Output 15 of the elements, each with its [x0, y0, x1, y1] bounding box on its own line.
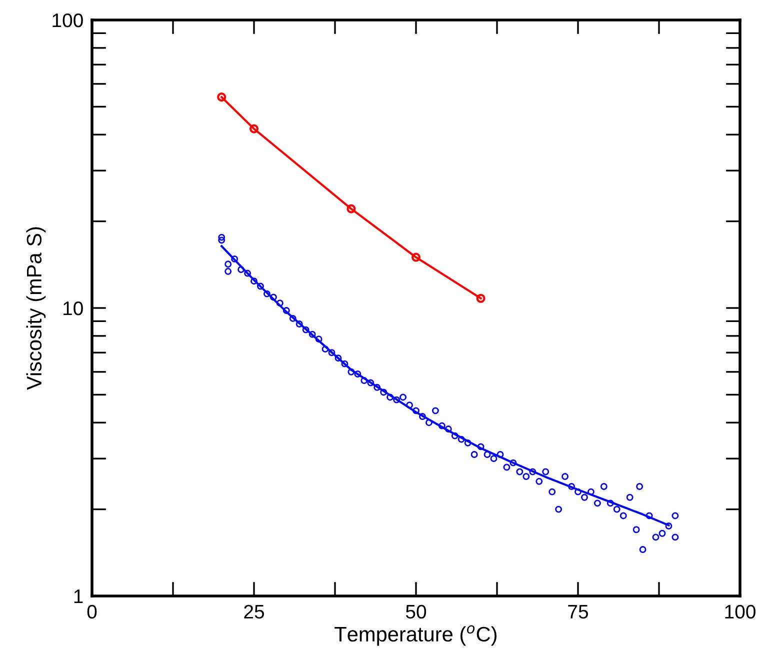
- x-tick-label: 25: [244, 604, 264, 619]
- x-axis-title: Temperature ($^{o}$C): [334, 625, 496, 646]
- y-tick-label: 10: [64, 301, 83, 316]
- x-tick-label: 100: [725, 604, 756, 619]
- y-tick-label: 100: [52, 13, 83, 28]
- point: [476, 294, 486, 303]
- x-tick-label: 75: [568, 605, 588, 619]
- point: [249, 124, 259, 134]
- y-axis-title: Viscosity (mPa S): [26, 227, 46, 390]
- point: [346, 204, 356, 214]
- point: [217, 92, 226, 102]
- point: [411, 252, 421, 262]
- y-tick-label: 1: [74, 590, 83, 604]
- x-tick-label: 50: [406, 604, 426, 619]
- x-tick-label: 0: [87, 604, 97, 619]
